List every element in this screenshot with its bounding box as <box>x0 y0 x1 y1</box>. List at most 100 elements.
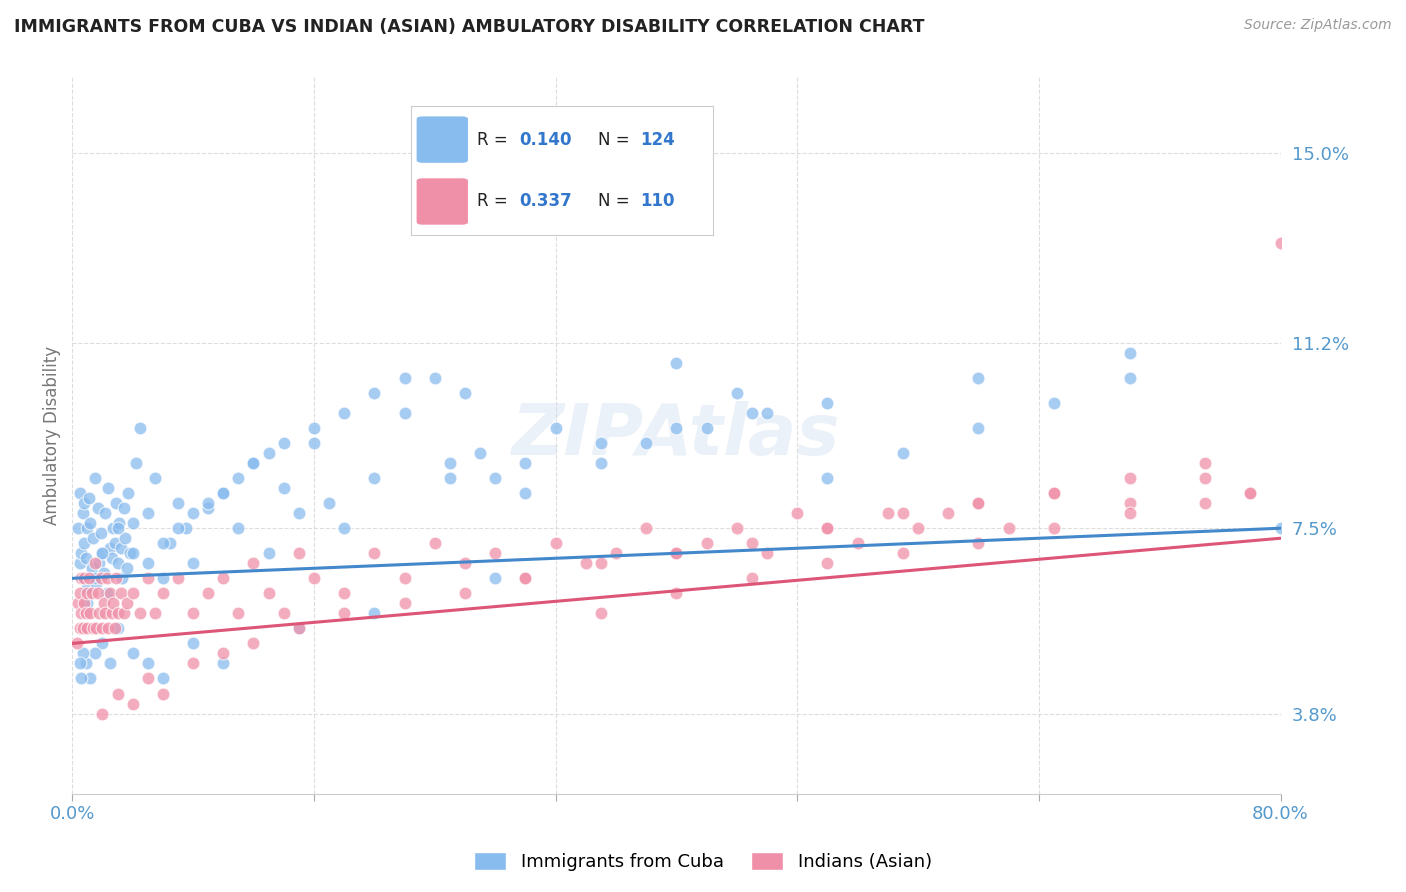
Point <box>363 386 385 401</box>
Point <box>167 496 190 510</box>
Point <box>228 521 250 535</box>
Point <box>1118 496 1140 510</box>
Point <box>110 541 132 556</box>
Point <box>107 556 129 570</box>
Point <box>108 516 131 531</box>
Point <box>333 607 356 621</box>
Point <box>181 506 204 520</box>
Point <box>665 421 688 435</box>
Point <box>70 571 93 585</box>
Point <box>197 586 219 600</box>
Point <box>484 471 506 485</box>
Point <box>741 406 763 420</box>
Point <box>91 706 114 721</box>
Point <box>152 571 174 585</box>
Point <box>891 546 914 560</box>
Point <box>439 471 461 485</box>
Point <box>181 657 204 671</box>
Point <box>76 521 98 535</box>
Point <box>83 556 105 570</box>
Point <box>817 521 839 535</box>
Point <box>1118 371 1140 385</box>
Point <box>73 571 96 585</box>
Point <box>318 496 340 510</box>
Point <box>117 486 139 500</box>
Point <box>876 506 898 520</box>
Point <box>696 421 718 435</box>
Point <box>73 496 96 510</box>
Point <box>72 621 94 635</box>
Point <box>98 657 121 671</box>
Point <box>288 621 311 635</box>
Point <box>115 561 138 575</box>
Point <box>589 607 612 621</box>
Point <box>83 571 105 585</box>
Text: Source: ZipAtlas.com: Source: ZipAtlas.com <box>1244 18 1392 32</box>
Point <box>66 636 89 650</box>
Point <box>105 496 128 510</box>
Point <box>121 697 143 711</box>
Point <box>80 586 103 600</box>
Point <box>98 586 121 600</box>
Point <box>1118 346 1140 360</box>
Point <box>741 536 763 550</box>
Point <box>1118 506 1140 520</box>
Point <box>817 471 839 485</box>
Point <box>103 621 125 635</box>
Point <box>725 386 748 401</box>
Point <box>152 672 174 686</box>
Point <box>101 521 124 535</box>
Point <box>103 536 125 550</box>
Y-axis label: Ambulatory Disability: Ambulatory Disability <box>44 346 60 525</box>
Point <box>91 621 114 635</box>
Point <box>1194 471 1216 485</box>
Point <box>79 672 101 686</box>
Point <box>302 436 325 450</box>
Point <box>1194 456 1216 470</box>
Point <box>468 446 491 460</box>
Point <box>273 436 295 450</box>
Point <box>817 396 839 410</box>
Point <box>91 546 114 560</box>
Point <box>288 506 311 520</box>
Point <box>94 506 117 520</box>
Point <box>394 571 416 585</box>
Point <box>394 596 416 610</box>
Point <box>90 571 112 585</box>
Point <box>589 556 612 570</box>
Point <box>152 536 174 550</box>
Legend: Immigrants from Cuba, Indians (Asian): Immigrants from Cuba, Indians (Asian) <box>467 845 939 879</box>
Point <box>76 582 98 596</box>
Point <box>70 546 93 560</box>
Point <box>107 607 129 621</box>
Point <box>87 501 110 516</box>
Point <box>121 546 143 560</box>
Point <box>242 456 264 470</box>
Point <box>997 521 1019 535</box>
Point <box>575 556 598 570</box>
Point <box>152 586 174 600</box>
Point <box>72 571 94 585</box>
Point <box>967 371 990 385</box>
Point <box>817 521 839 535</box>
Point <box>181 556 204 570</box>
Point <box>112 607 135 621</box>
Point <box>197 496 219 510</box>
Point <box>167 521 190 535</box>
Point <box>273 607 295 621</box>
Point <box>544 536 567 550</box>
Point <box>136 571 159 585</box>
Point <box>76 596 98 610</box>
Point <box>107 621 129 635</box>
Point <box>86 621 108 635</box>
Text: IMMIGRANTS FROM CUBA VS INDIAN (ASIAN) AMBULATORY DISABILITY CORRELATION CHART: IMMIGRANTS FROM CUBA VS INDIAN (ASIAN) A… <box>14 18 925 36</box>
Point <box>105 571 128 585</box>
Point <box>72 647 94 661</box>
Point <box>98 541 121 556</box>
Point <box>110 586 132 600</box>
Point <box>967 421 990 435</box>
Point <box>143 471 166 485</box>
Point <box>288 621 311 635</box>
Point <box>91 546 114 560</box>
Point <box>69 586 91 600</box>
